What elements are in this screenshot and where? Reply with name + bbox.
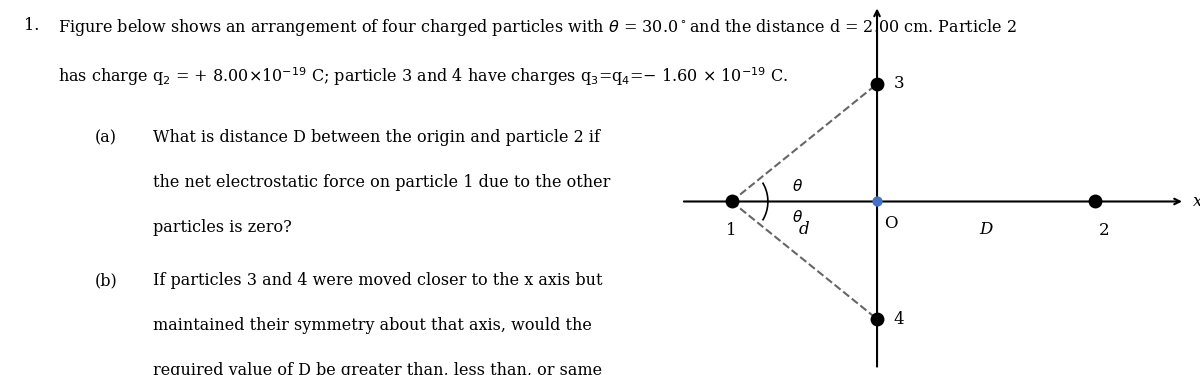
Text: 3: 3 [894,75,905,93]
Text: (a): (a) [95,129,116,146]
Text: $\theta$: $\theta$ [792,178,804,194]
Text: maintained their symmetry about that axis, would the: maintained their symmetry about that axi… [152,317,592,334]
Text: 4: 4 [894,310,905,327]
Point [1086,198,1105,204]
Point [868,81,887,87]
Text: If particles 3 and 4 were moved closer to the x axis but: If particles 3 and 4 were moved closer t… [152,272,602,289]
Point [868,316,887,322]
Point [722,198,742,204]
Text: 1.: 1. [24,17,40,34]
Text: $\theta$: $\theta$ [792,209,804,225]
Text: the net electrostatic force on particle 1 due to the other: the net electrostatic force on particle … [152,174,610,191]
Text: D: D [979,221,992,238]
Text: O: O [884,216,898,232]
Text: particles is zero?: particles is zero? [152,219,292,236]
Point [868,198,887,204]
Text: What is distance D between the origin and particle 2 if: What is distance D between the origin an… [152,129,600,146]
Text: d: d [799,221,810,238]
Text: (b): (b) [95,272,118,289]
Text: x: x [1193,193,1200,210]
Text: 1: 1 [726,222,737,240]
Text: has charge q$_2$ = + 8.00$\times$10$^{-19}$ C; particle 3 and 4 have charges q$_: has charge q$_2$ = + 8.00$\times$10$^{-1… [58,66,787,88]
Text: Figure below shows an arrangement of four charged particles with $\theta$ = 30.0: Figure below shows an arrangement of fou… [58,17,1016,38]
Text: 2: 2 [1098,222,1109,240]
Text: required value of D be greater than, less than, or same: required value of D be greater than, les… [152,362,601,375]
